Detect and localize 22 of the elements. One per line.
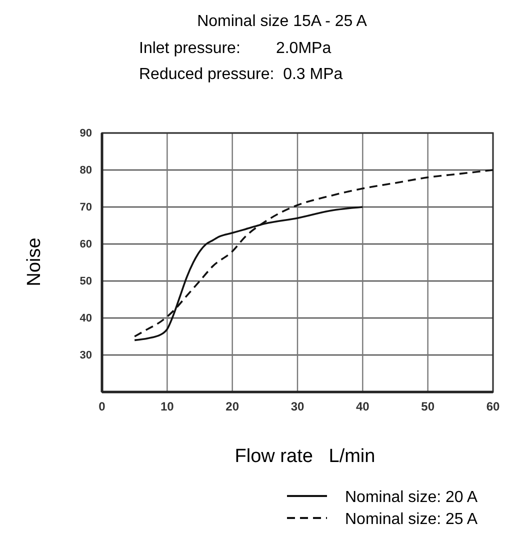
line-series (134, 169, 494, 338)
y-axis-title: Noise (24, 238, 45, 286)
text: Reduced pressure: 0.3 MPa (139, 66, 343, 83)
x-tick-label: 50 (421, 400, 435, 414)
y-tick-label: 70 (80, 202, 92, 214)
y-tick-label: 40 (80, 312, 92, 325)
legend-label: Nominal size: 25 A (345, 511, 478, 528)
x-tick-label: 40 (356, 400, 370, 414)
y-tick-label: 60 (80, 238, 92, 251)
y-tick-label: 50 (80, 276, 92, 288)
y-tick-label: 80 (80, 164, 92, 177)
x-axis-title: Flow rate L/min (234, 446, 376, 467)
text: Inlet pressure: 2.0MPa (139, 40, 332, 57)
x-tick-label: 20 (226, 400, 240, 414)
legend-label: Nominal size: 20 A (345, 489, 478, 506)
x-tick-label: 0 (98, 400, 106, 414)
x-tick-label: 30 (290, 400, 304, 414)
y-tick-label: 30 (80, 350, 92, 362)
x-tick-label: 60 (486, 400, 500, 414)
chart-title: Nominal size 15A - 25 A (197, 13, 368, 30)
y-tick-label: 90 (80, 128, 92, 140)
x-tick-label: 10 (160, 400, 174, 414)
